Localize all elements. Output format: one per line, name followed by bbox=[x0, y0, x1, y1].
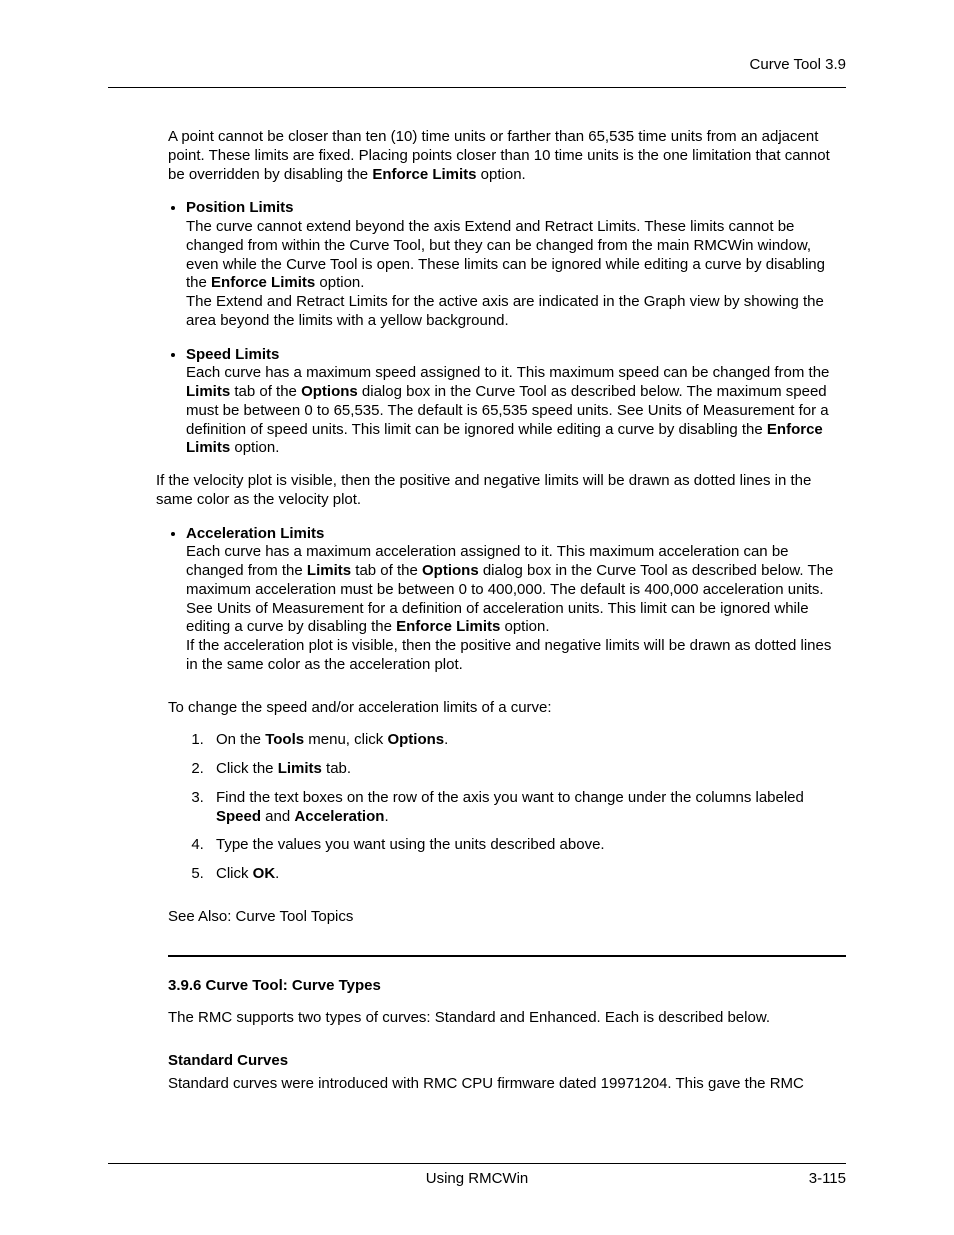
limits-bullet-list-2: Acceleration Limits Each curve has a max… bbox=[168, 524, 846, 675]
page-footer: Using RMCWin 3-115 bbox=[108, 1163, 846, 1187]
text-bold: Options bbox=[301, 383, 358, 400]
section-rule bbox=[168, 955, 846, 957]
page-header: Curve Tool 3.9 bbox=[108, 56, 846, 73]
text-bold: Acceleration bbox=[294, 808, 384, 825]
intro-paragraph: A point cannot be closer than ten (10) t… bbox=[168, 128, 846, 184]
steps-list: On the Tools menu, click Options. Click … bbox=[168, 731, 846, 884]
text-bold: Options bbox=[387, 731, 444, 748]
step-2: Click the Limits tab. bbox=[208, 760, 846, 779]
bullet-title: Position Limits bbox=[186, 199, 294, 216]
text-bold: Limits bbox=[307, 562, 351, 579]
bullet-acceleration-limits: Acceleration Limits Each curve has a max… bbox=[186, 524, 846, 675]
text: The Extend and Retract Limits for the ac… bbox=[186, 293, 824, 329]
text: menu, click bbox=[304, 731, 387, 748]
text: tab of the bbox=[351, 562, 422, 579]
footer-center-wrap: Using RMCWin bbox=[108, 1170, 846, 1187]
bullet-body: Each curve has a maximum acceleration as… bbox=[186, 543, 833, 673]
text-bold: Options bbox=[422, 562, 479, 579]
bullet-body: Each curve has a maximum speed assigned … bbox=[186, 364, 829, 456]
footer-center: Using RMCWin bbox=[426, 1170, 529, 1187]
section2-p2: Standard curves were introduced with RMC… bbox=[168, 1075, 846, 1094]
text-bold: Limits bbox=[186, 383, 230, 400]
text: tab. bbox=[322, 760, 351, 777]
intro-after: option. bbox=[477, 166, 526, 183]
intro-bold: Enforce Limits bbox=[372, 166, 476, 183]
step-1: On the Tools menu, click Options. bbox=[208, 731, 846, 750]
step-5: Click OK. bbox=[208, 865, 846, 884]
text: . bbox=[444, 731, 448, 748]
see-also: See Also: Curve Tool Topics bbox=[168, 908, 846, 927]
section2-p1: The RMC supports two types of curves: St… bbox=[168, 1009, 846, 1028]
header-title: Curve Tool 3.9 bbox=[750, 56, 846, 73]
text: option. bbox=[500, 618, 549, 635]
text: Each curve has a maximum speed assigned … bbox=[186, 364, 829, 381]
step-4: Type the values you want using the units… bbox=[208, 836, 846, 855]
bullet-position-limits: Position Limits The curve cannot extend … bbox=[186, 198, 846, 330]
text: Click the bbox=[216, 760, 278, 777]
limits-bullet-list: Position Limits The curve cannot extend … bbox=[168, 198, 846, 458]
bullet-speed-limits: Speed Limits Each curve has a maximum sp… bbox=[186, 345, 846, 459]
text: Type the values you want using the units… bbox=[216, 836, 605, 853]
text-bold: Enforce Limits bbox=[211, 274, 315, 291]
text: On the bbox=[216, 731, 265, 748]
text: If the velocity plot is visible, then th… bbox=[156, 472, 811, 508]
section2-sub: Standard Curves bbox=[168, 1052, 846, 1071]
text-bold: OK bbox=[253, 865, 276, 882]
step-3: Find the text boxes on the row of the ax… bbox=[208, 789, 846, 827]
text: If the acceleration plot is visible, the… bbox=[186, 637, 831, 673]
bullet-title: Speed Limits bbox=[186, 346, 279, 363]
text-bold: Tools bbox=[265, 731, 304, 748]
bullet-title: Acceleration Limits bbox=[186, 525, 324, 542]
text-bold: Enforce Limits bbox=[396, 618, 500, 635]
text-bold: Speed bbox=[216, 808, 261, 825]
text-bold: Limits bbox=[278, 760, 322, 777]
text: . bbox=[384, 808, 388, 825]
change-intro: To change the speed and/or acceleration … bbox=[168, 699, 846, 718]
text: Find the text boxes on the row of the ax… bbox=[216, 789, 804, 806]
text: option. bbox=[315, 274, 364, 291]
text: and bbox=[261, 808, 294, 825]
bullet-body: The curve cannot extend beyond the axis … bbox=[186, 218, 825, 329]
section-title: 3.9.6 Curve Tool: Curve Types bbox=[168, 977, 846, 996]
content-area: A point cannot be closer than ten (10) t… bbox=[168, 88, 846, 1094]
text: option. bbox=[230, 439, 279, 456]
text: Click bbox=[216, 865, 253, 882]
page: Curve Tool 3.9 A point cannot be closer … bbox=[0, 0, 954, 1235]
text: tab of the bbox=[230, 383, 301, 400]
text: . bbox=[275, 865, 279, 882]
speed-extra-paragraph: If the velocity plot is visible, then th… bbox=[156, 472, 846, 510]
